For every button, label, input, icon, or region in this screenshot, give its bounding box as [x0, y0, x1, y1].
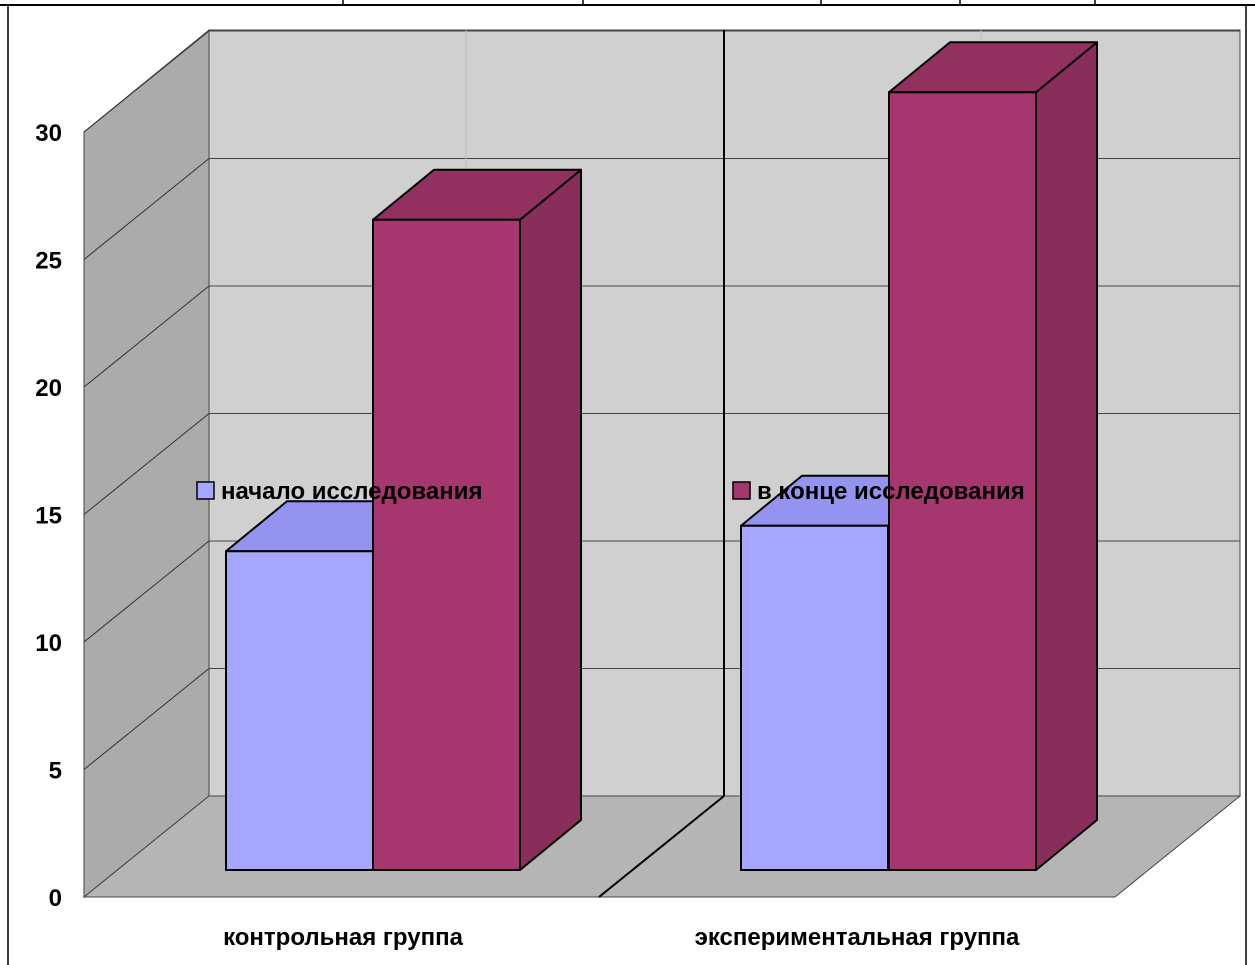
legend-item-1: начало исследования	[196, 478, 482, 505]
category-label: экспериментальная группа	[695, 924, 1020, 951]
gridline-side	[83, 668, 210, 770]
gridline-side	[83, 413, 210, 515]
category-label: контрольная группа	[223, 924, 464, 951]
y-tick-label: 0	[49, 885, 62, 912]
legend: начало исследования в конце исследования	[196, 478, 1025, 505]
y-tick-label: 15	[35, 503, 62, 530]
bar-side	[519, 168, 582, 871]
legend-swatch	[732, 481, 751, 500]
legend-swatch	[196, 481, 215, 500]
gridline-side	[83, 285, 210, 388]
legend-label: в конце исследования	[757, 478, 1025, 505]
bars	[225, 41, 1098, 871]
bar-side	[1035, 41, 1098, 871]
bar-front	[740, 524, 889, 871]
bar-front	[888, 91, 1037, 871]
y-tick-label: 25	[35, 248, 62, 275]
bar-2-2	[888, 41, 1098, 871]
gridline-side	[83, 158, 210, 260]
legend-label: начало исследования	[221, 478, 482, 505]
y-axis: 0 5 10 15 20 25 30	[35, 120, 62, 912]
bar-front	[225, 550, 374, 871]
y-tick-label: 5	[49, 758, 62, 785]
y-tick-label: 30	[35, 120, 62, 147]
category-divider-floor	[598, 795, 725, 898]
y-tick-label: 20	[35, 375, 62, 402]
legend-item-2: в конце исследования	[732, 478, 1025, 505]
gridline-side	[83, 30, 210, 133]
gridline-side	[83, 540, 210, 643]
y-tick-label: 10	[35, 630, 62, 657]
category-labels: контрольная группа экспериментальная груп…	[223, 924, 1020, 951]
bar-2-1	[372, 168, 582, 871]
bar-front	[372, 218, 521, 871]
